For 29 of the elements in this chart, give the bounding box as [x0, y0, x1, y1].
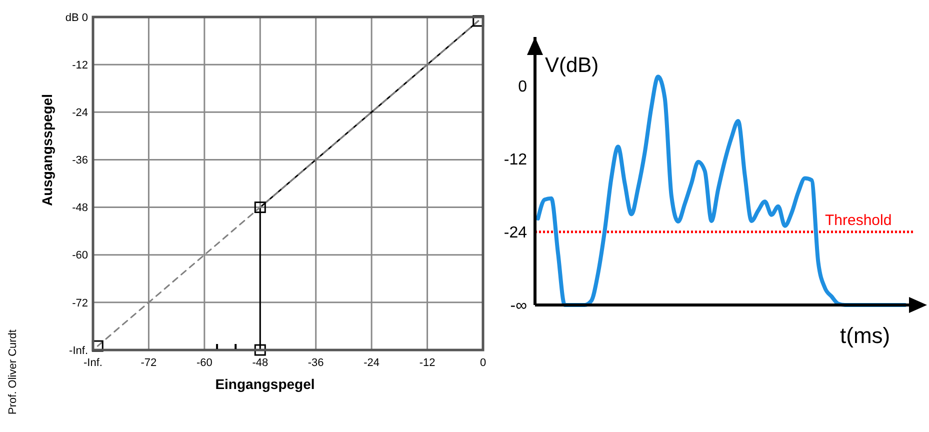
point [254, 344, 266, 356]
y-tick-label: -60 [72, 250, 88, 262]
y-tick-label: -∞ [510, 298, 527, 315]
x-tick-label: -48 [252, 357, 268, 369]
x-tick-label: -12 [419, 357, 436, 369]
y-tick-label: -24 [504, 224, 528, 242]
text: Prof. Oliver Curdt [7, 330, 19, 414]
x-tick-label: -72 [140, 357, 157, 369]
x-tick-label: 0 [480, 357, 486, 369]
y-tick-label: -48 [72, 202, 88, 214]
ref-line-label: Threshold [825, 212, 892, 229]
y-tick-label: -12 [504, 151, 528, 168]
x-tick-label: -60 [196, 357, 212, 369]
y-axis-title: Ausgangsspegel [39, 94, 55, 206]
y-tick-label: -24 [72, 106, 88, 119]
x-axis-title: Eingangspegel [215, 376, 315, 392]
y-tick-label: -36 [72, 154, 88, 167]
y-tick-label: -Inf. [69, 344, 88, 357]
y-tick-label: dB 0 [65, 12, 88, 24]
point [254, 202, 266, 214]
y-tick-label: -12 [72, 59, 88, 72]
y-tick-label: 0 [518, 78, 528, 96]
line-series [536, 74, 907, 307]
x-tick-label: -Inf. [84, 357, 102, 369]
x-tick-label: -36 [308, 357, 324, 369]
y-tick-label: -72 [72, 297, 88, 310]
y-axis-title: V(dB) [545, 54, 599, 77]
x-axis-title: t(ms) [840, 323, 890, 348]
x-tick-label: -24 [364, 357, 380, 369]
